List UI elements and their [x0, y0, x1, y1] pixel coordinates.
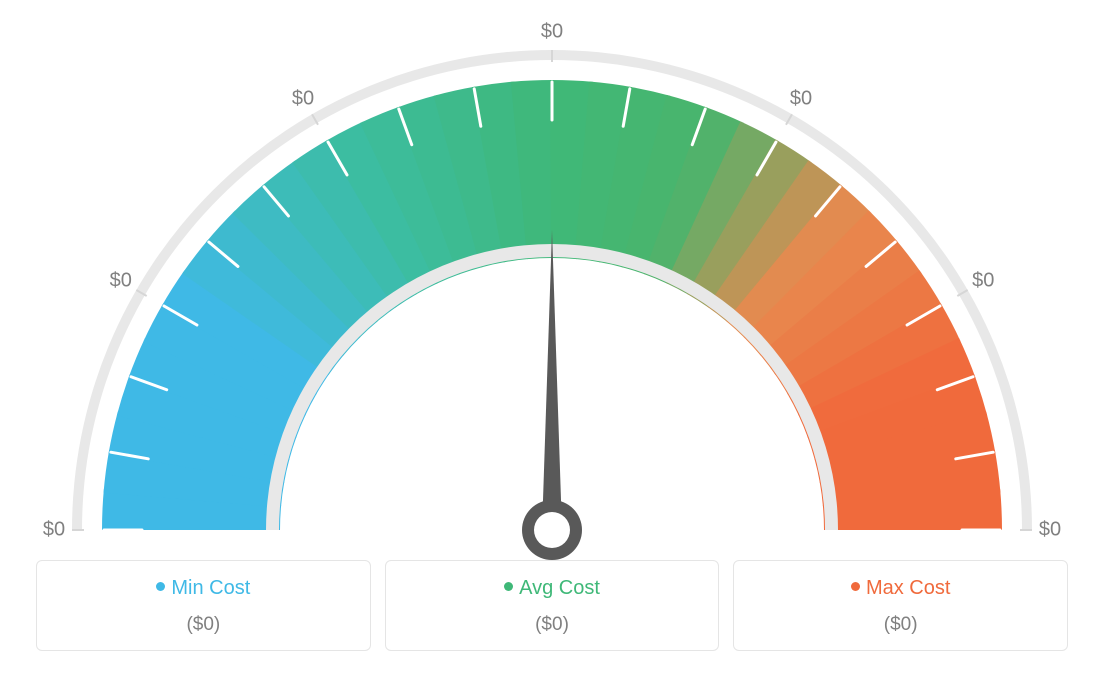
gauge-tick-label: $0: [110, 270, 132, 293]
legend-row: Min Cost ($0) Avg Cost ($0) Max Cost ($0…: [0, 560, 1104, 651]
gauge-tick-label: $0: [972, 270, 994, 293]
legend-title-min: Min Cost: [47, 577, 360, 600]
legend-title-max: Max Cost: [744, 577, 1057, 600]
legend-value-avg: ($0): [396, 614, 709, 636]
gauge-tick-label: $0: [1039, 519, 1061, 542]
cost-gauge-container: $0 $0 $0 $0 $0 $0 $0 Min Cost ($0) Avg Cost ($…: [0, 0, 1104, 690]
legend-label-max: Max Cost: [866, 577, 950, 599]
gauge-tick-label: $0: [790, 87, 812, 110]
legend-dot-avg: [504, 582, 513, 591]
gauge-tick-label: $0: [541, 21, 563, 44]
legend-value-min: ($0): [47, 614, 360, 636]
legend-value-max: ($0): [744, 614, 1057, 636]
legend-title-avg: Avg Cost: [396, 577, 709, 600]
gauge-tick-label: $0: [43, 519, 65, 542]
legend-card-min: Min Cost ($0): [36, 560, 371, 651]
legend-card-max: Max Cost ($0): [733, 560, 1068, 651]
gauge-chart: $0 $0 $0 $0 $0 $0 $0: [0, 0, 1104, 560]
legend-dot-max: [851, 582, 860, 591]
legend-dot-min: [156, 582, 165, 591]
legend-label-min: Min Cost: [171, 577, 250, 599]
legend-card-avg: Avg Cost ($0): [385, 560, 720, 651]
gauge-svg: [0, 0, 1104, 560]
gauge-tick-label: $0: [292, 87, 314, 110]
legend-label-avg: Avg Cost: [519, 577, 600, 599]
